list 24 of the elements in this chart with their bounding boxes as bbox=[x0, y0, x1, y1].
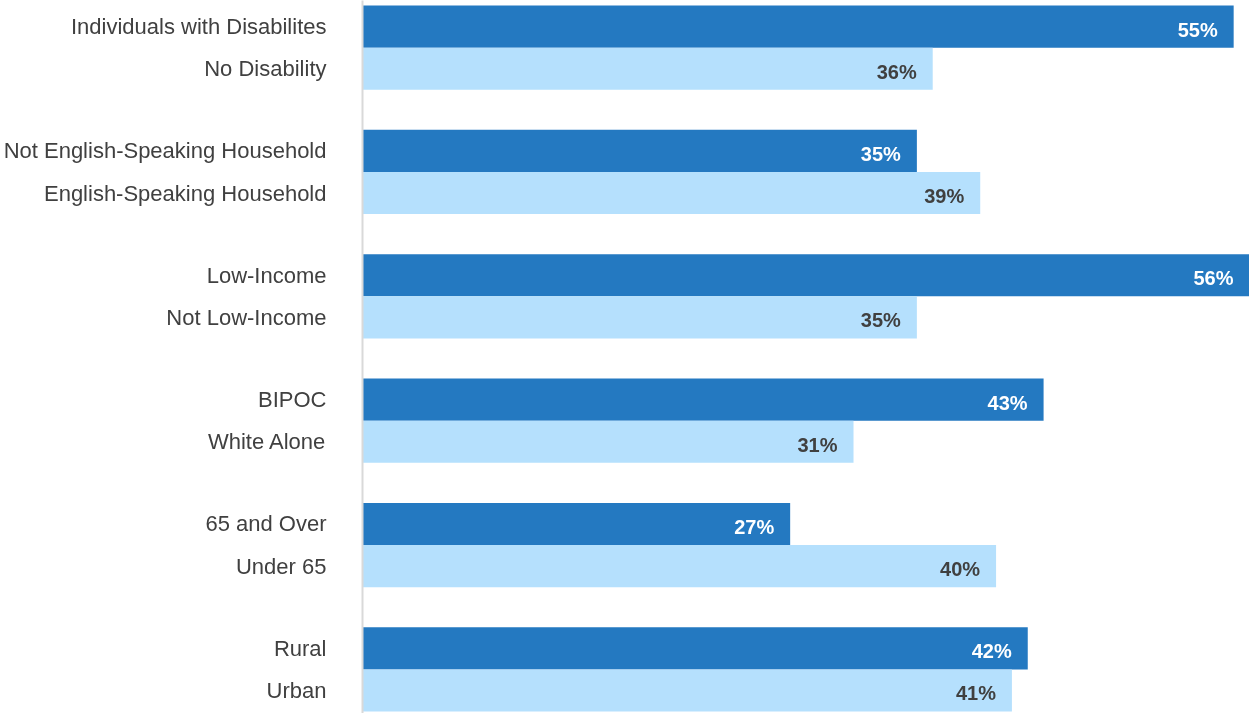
data-label: 39% bbox=[924, 185, 965, 208]
y-tick-label: White Alone bbox=[207, 429, 326, 455]
y-tick-label: Rural bbox=[273, 635, 327, 661]
data-label: 35% bbox=[860, 142, 902, 165]
data-label: 36% bbox=[876, 60, 917, 83]
y-tick-label: Under 65 bbox=[236, 553, 327, 579]
data-label: 42% bbox=[971, 640, 1012, 663]
data-label: 35% bbox=[860, 309, 902, 332]
data-label: 41% bbox=[955, 682, 997, 705]
data-label: 56% bbox=[1193, 267, 1234, 290]
y-tick-label: English-Speaking Household bbox=[43, 180, 327, 206]
data-label: 43% bbox=[987, 391, 1028, 414]
y-tick-label: Urban bbox=[266, 677, 327, 703]
data-label: 27% bbox=[734, 515, 775, 538]
y-tick-label: Not Low-Income bbox=[166, 304, 327, 330]
y-tick-label: Not English-Speaking Household bbox=[3, 138, 327, 164]
y-tick-label: Low-Income bbox=[206, 262, 327, 288]
data-label: 31% bbox=[797, 433, 838, 456]
y-tick-label: 65 and Over bbox=[205, 511, 327, 537]
y-tick-label: BIPOC bbox=[258, 387, 327, 413]
y-tick-label: No Disability bbox=[204, 56, 327, 82]
data-label: 40% bbox=[940, 558, 981, 581]
y-tick-label: Individuals with Disabilites bbox=[70, 14, 327, 40]
data-label: 55% bbox=[1177, 18, 1218, 41]
